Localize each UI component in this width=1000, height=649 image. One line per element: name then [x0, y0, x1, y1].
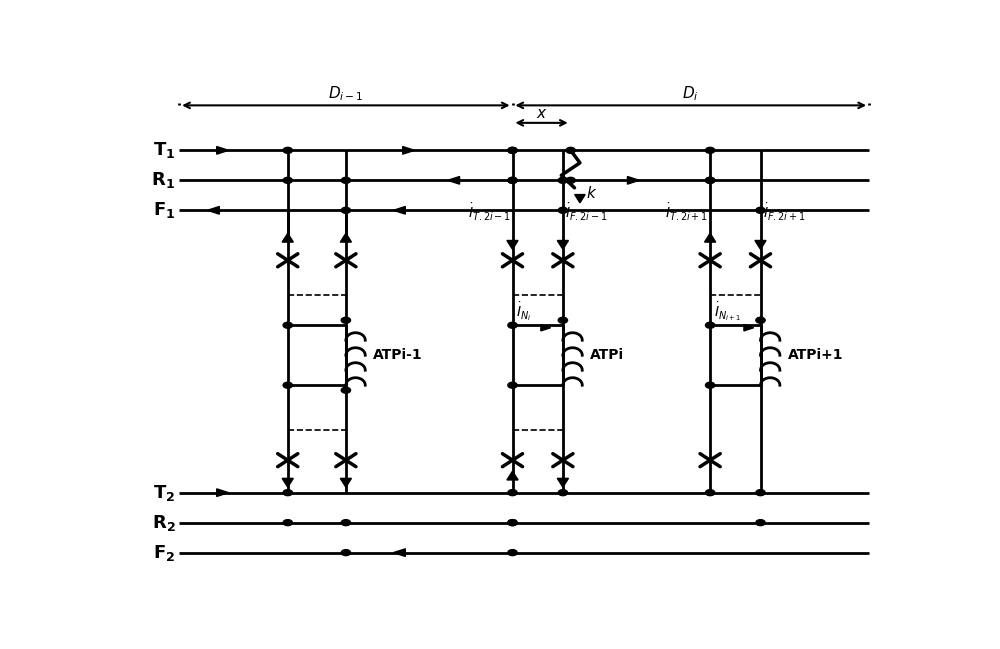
- Text: $k$: $k$: [586, 185, 597, 201]
- Polygon shape: [557, 478, 568, 487]
- Circle shape: [508, 520, 517, 526]
- Text: $\dot{I}_{F.2i-1}$: $\dot{I}_{F.2i-1}$: [565, 202, 608, 223]
- Circle shape: [341, 387, 351, 393]
- Circle shape: [341, 177, 351, 183]
- Circle shape: [705, 147, 715, 153]
- Circle shape: [508, 177, 517, 183]
- Polygon shape: [541, 324, 551, 331]
- Polygon shape: [507, 471, 518, 480]
- Polygon shape: [744, 324, 754, 331]
- Text: $\dot{I}_{T.2i+1}$: $\dot{I}_{T.2i+1}$: [665, 202, 709, 223]
- Polygon shape: [282, 478, 293, 487]
- Text: ATPi: ATPi: [590, 349, 624, 362]
- Polygon shape: [755, 241, 766, 249]
- Circle shape: [508, 382, 517, 388]
- Circle shape: [705, 177, 715, 183]
- Circle shape: [508, 323, 517, 328]
- Polygon shape: [217, 147, 229, 154]
- Text: $\dot{I}_{N_{i+1}}$: $\dot{I}_{N_{i+1}}$: [714, 300, 741, 323]
- Circle shape: [705, 323, 715, 328]
- Circle shape: [756, 520, 765, 526]
- Circle shape: [508, 520, 517, 526]
- Text: $\mathbf{R_1}$: $\mathbf{R_1}$: [151, 170, 175, 190]
- Polygon shape: [393, 549, 405, 556]
- Circle shape: [341, 550, 351, 556]
- Polygon shape: [340, 233, 351, 242]
- Text: $\mathbf{F_2}$: $\mathbf{F_2}$: [153, 543, 175, 563]
- Text: $\mathbf{T_1}$: $\mathbf{T_1}$: [153, 140, 175, 160]
- Text: $\mathbf{T_2}$: $\mathbf{T_2}$: [153, 483, 175, 503]
- Circle shape: [283, 520, 292, 526]
- Text: ATPi-1: ATPi-1: [373, 349, 423, 362]
- Polygon shape: [340, 478, 351, 487]
- Polygon shape: [557, 241, 568, 249]
- Text: $x$: $x$: [536, 107, 547, 121]
- Polygon shape: [207, 206, 219, 214]
- Polygon shape: [217, 489, 229, 496]
- Circle shape: [508, 177, 517, 183]
- Circle shape: [756, 317, 765, 323]
- Circle shape: [283, 489, 292, 496]
- Circle shape: [341, 520, 351, 526]
- Circle shape: [558, 177, 568, 183]
- Circle shape: [283, 147, 292, 153]
- Circle shape: [705, 489, 715, 496]
- Text: $\dot{I}_{T.2i-1}$: $\dot{I}_{T.2i-1}$: [468, 202, 511, 223]
- Text: $D_{i-1}$: $D_{i-1}$: [328, 84, 364, 103]
- Text: $\mathbf{R_2}$: $\mathbf{R_2}$: [152, 513, 175, 533]
- Polygon shape: [507, 241, 518, 249]
- Circle shape: [756, 489, 765, 496]
- Circle shape: [705, 382, 715, 388]
- Circle shape: [283, 177, 292, 183]
- Polygon shape: [627, 177, 639, 184]
- Circle shape: [508, 550, 517, 556]
- Circle shape: [705, 177, 715, 183]
- Circle shape: [558, 207, 568, 214]
- Circle shape: [508, 147, 517, 153]
- Polygon shape: [403, 147, 415, 154]
- Circle shape: [558, 489, 568, 496]
- Text: $\dot{I}_{N_i}$: $\dot{I}_{N_i}$: [516, 300, 532, 323]
- Polygon shape: [282, 233, 293, 242]
- Circle shape: [341, 207, 351, 214]
- Circle shape: [508, 147, 517, 153]
- Polygon shape: [705, 233, 716, 242]
- Circle shape: [283, 382, 292, 388]
- Circle shape: [756, 207, 765, 214]
- Circle shape: [566, 147, 575, 153]
- Circle shape: [508, 489, 517, 496]
- Text: ATPi+1: ATPi+1: [788, 349, 843, 362]
- Circle shape: [283, 323, 292, 328]
- Circle shape: [341, 317, 351, 323]
- Polygon shape: [448, 177, 460, 184]
- Text: $D_i$: $D_i$: [682, 84, 699, 103]
- Polygon shape: [393, 206, 405, 214]
- Text: $\dot{I}_{F.2i+1}$: $\dot{I}_{F.2i+1}$: [763, 202, 806, 223]
- Polygon shape: [575, 195, 585, 202]
- Text: $\mathbf{F_1}$: $\mathbf{F_1}$: [153, 201, 175, 220]
- Circle shape: [558, 317, 568, 323]
- Circle shape: [566, 177, 575, 183]
